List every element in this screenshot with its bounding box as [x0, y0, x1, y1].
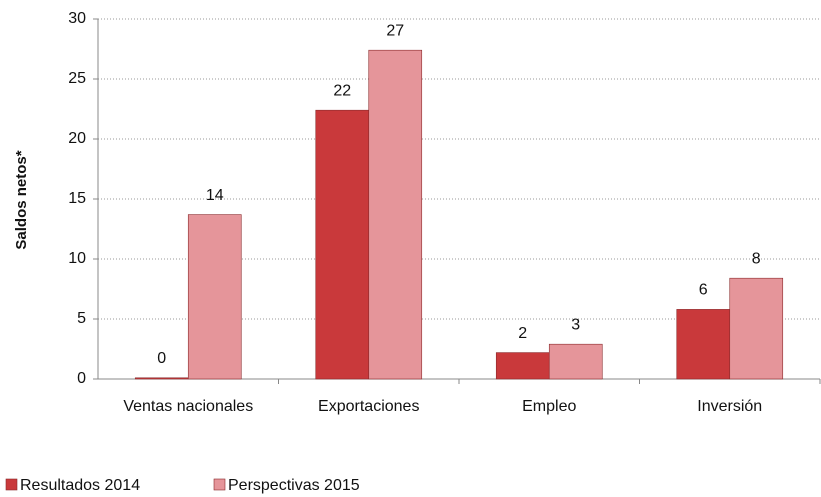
y-tick-label: 10 [68, 250, 86, 267]
bar [187, 214, 242, 380]
legend-label: Resultados 2014 [20, 477, 140, 494]
y-tick-label: 0 [77, 370, 86, 387]
bar [495, 352, 550, 380]
legend-label: Perspectivas 2015 [228, 477, 360, 494]
value-label: 0 [157, 350, 166, 367]
bar [729, 277, 784, 380]
bar [548, 343, 603, 380]
value-label: 22 [333, 82, 351, 99]
y-tick-label: 15 [68, 190, 86, 207]
y-tick-label: 5 [77, 310, 86, 327]
bar [676, 309, 731, 380]
y-tick-label: 30 [68, 10, 86, 27]
value-label: 27 [386, 22, 404, 39]
legend-swatch [5, 478, 18, 491]
value-label: 14 [206, 187, 224, 204]
x-tick-label: Ventas nacionales [123, 398, 253, 415]
bar [315, 109, 370, 380]
value-label: 6 [699, 282, 708, 299]
value-label: 3 [571, 316, 580, 333]
y-axis-label: Saldos netos* [13, 150, 30, 249]
x-tick-label: Empleo [522, 398, 576, 415]
y-tick-label: 25 [68, 70, 86, 87]
value-label: 2 [518, 325, 527, 342]
x-tick-label: Inversión [697, 398, 762, 415]
x-tick-label: Exportaciones [318, 398, 419, 415]
value-label: 8 [752, 250, 761, 267]
y-tick-label: 20 [68, 130, 86, 147]
bar [134, 377, 189, 380]
bar [368, 49, 423, 380]
legend-swatch [213, 478, 226, 491]
